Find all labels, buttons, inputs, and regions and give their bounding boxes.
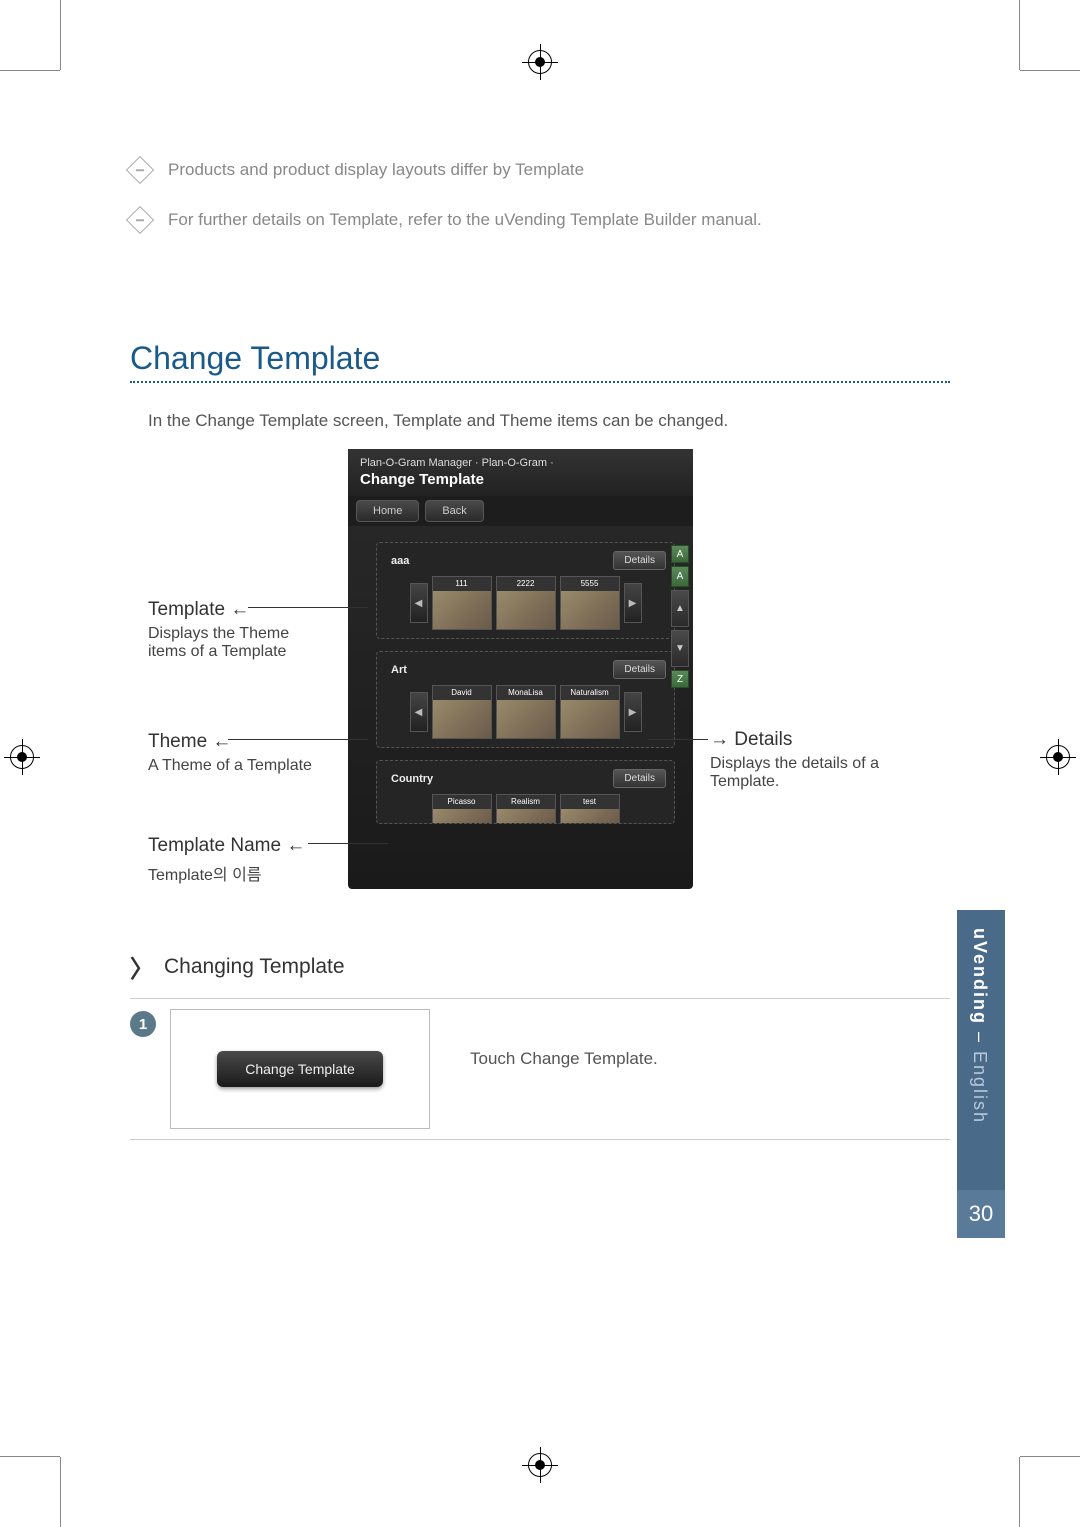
details-button[interactable]: Details — [613, 660, 666, 679]
back-tab[interactable]: Back — [425, 500, 483, 522]
scroll-letter-a[interactable]: A — [671, 566, 689, 587]
callout-details: → Details Displays the details of a Temp… — [710, 729, 930, 791]
home-tab[interactable]: Home — [356, 500, 419, 522]
note-row: Products and product display layouts dif… — [130, 160, 950, 180]
callout-arrow — [248, 607, 368, 608]
registration-mark-icon — [1046, 745, 1070, 769]
thumbnail[interactable]: Picasso — [432, 794, 492, 824]
callout-title: → Details — [710, 729, 930, 751]
callout-desc: A Theme of a Template — [148, 757, 338, 775]
scroll-up-icon[interactable]: ▲ — [671, 590, 689, 627]
callout-title: Template ← — [148, 599, 328, 621]
step-number: 1 — [130, 1011, 156, 1037]
step-instruction: Touch Change Template. — [430, 999, 658, 1139]
theme-panel: Art Details ◀ David MonaLisa Naturalism … — [376, 651, 675, 748]
crop-mark — [60, 1457, 61, 1527]
details-button[interactable]: Details — [613, 769, 666, 788]
change-template-screenshot: Plan-O-Gram Manager · Plan-O-Gram · Chan… — [348, 449, 693, 889]
crop-mark — [1020, 70, 1080, 71]
note-text: For further details on Template, refer t… — [168, 210, 762, 230]
panel-label: aaa — [385, 555, 409, 567]
callout-template: Template ← Displays the Theme items of a… — [148, 599, 328, 661]
next-arrow-icon[interactable]: ▶ — [624, 583, 642, 623]
registration-mark-icon — [528, 1453, 552, 1477]
next-arrow-icon[interactable]: ▶ — [624, 692, 642, 732]
thumbnail[interactable]: Naturalism — [560, 685, 620, 739]
callout-desc: Displays the Theme items of a Template — [148, 625, 328, 661]
thumbnail[interactable]: Realism — [496, 794, 556, 824]
callout-theme: Theme ← A Theme of a Template — [148, 731, 338, 775]
callout-title: Theme ← — [148, 731, 338, 753]
crop-mark — [1019, 0, 1020, 70]
crop-mark — [0, 70, 60, 71]
page-number: 30 — [957, 1190, 1005, 1238]
thumbnail[interactable]: 2222 — [496, 576, 556, 630]
panel-label: Country — [385, 773, 433, 785]
changing-template-heading: 〉 Changing Template — [130, 949, 950, 984]
change-template-button[interactable]: Change Template — [217, 1051, 382, 1087]
registration-mark-icon — [528, 50, 552, 74]
thumbnail[interactable]: 5555 — [560, 576, 620, 630]
side-tab-dash: – — [970, 1025, 990, 1051]
chevron-right-icon: 〉 — [130, 949, 154, 984]
subheading-text: Changing Template — [164, 955, 345, 979]
scroll-down-icon[interactable]: ▼ — [671, 630, 689, 667]
note-row: For further details on Template, refer t… — [130, 210, 950, 230]
details-button[interactable]: Details — [613, 551, 666, 570]
panel-label: Art — [385, 664, 407, 676]
crop-mark — [0, 1456, 60, 1457]
thumbnail[interactable]: 111 — [432, 576, 492, 630]
prev-arrow-icon[interactable]: ◀ — [410, 583, 428, 623]
note-text: Products and product display layouts dif… — [168, 160, 584, 180]
side-tab-uvending: uVending — [970, 928, 990, 1025]
thumbnail[interactable]: David — [432, 685, 492, 739]
step-row: 1 Change Template Touch Change Template. — [130, 998, 950, 1140]
callout-title: Template Name ← — [148, 835, 338, 857]
note-icon — [126, 206, 154, 234]
crop-mark — [1019, 1457, 1020, 1527]
section-desc: In the Change Template screen, Template … — [130, 411, 950, 431]
crop-mark — [1020, 1456, 1080, 1457]
prev-arrow-icon[interactable]: ◀ — [410, 692, 428, 732]
alpha-scroll: A A ▲ ▼ Z — [671, 545, 689, 691]
thumbnail[interactable]: test — [560, 794, 620, 824]
screenshot-title: Change Template — [360, 471, 681, 488]
breadcrumb: Plan-O-Gram Manager · Plan-O-Gram · — [360, 457, 681, 469]
thumbnail[interactable]: MonaLisa — [496, 685, 556, 739]
callout-arrow — [648, 739, 708, 740]
template-name-panel: Country Details Picasso Realism test — [376, 760, 675, 824]
step-image: Change Template — [170, 1009, 430, 1129]
callout-arrow — [228, 739, 368, 740]
callout-arrow — [308, 843, 388, 844]
note-icon — [126, 156, 154, 184]
callout-desc: Template의 이름 — [148, 861, 338, 885]
section-title: Change Template — [130, 340, 950, 383]
callout-desc: Displays the details of a Template. — [710, 755, 930, 791]
crop-mark — [60, 0, 61, 70]
side-tab: uVending – English — [957, 910, 1005, 1190]
registration-mark-icon — [10, 745, 34, 769]
side-tab-english: English — [970, 1051, 990, 1124]
scroll-letter-z[interactable]: Z — [671, 670, 689, 688]
screenshot-diagram: Plan-O-Gram Manager · Plan-O-Gram · Chan… — [148, 449, 950, 909]
scroll-letter-a[interactable]: A — [671, 545, 689, 563]
template-panel: aaa Details ◀ 111 2222 5555 ▶ — [376, 542, 675, 639]
